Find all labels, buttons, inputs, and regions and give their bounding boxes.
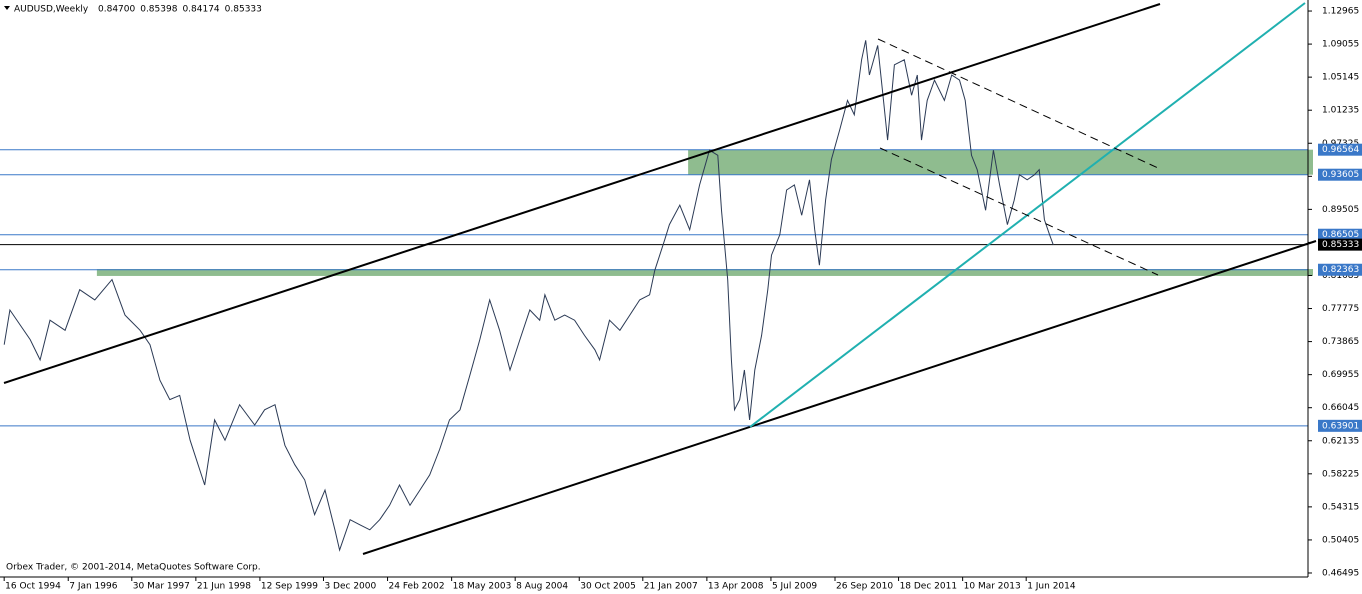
x-tick-label: 8 Aug 2004 — [516, 582, 568, 592]
zone — [96, 269, 1313, 276]
ohlc-value: 0.84700 — [98, 5, 135, 15]
level-label: 0.85333 — [1322, 240, 1359, 250]
level-label-box — [1318, 263, 1362, 276]
y-tick-label: 1.12965 — [1322, 7, 1359, 17]
x-tick-label: 26 Sep 2010 — [836, 582, 893, 592]
level-label: 0.63901 — [1322, 421, 1359, 431]
y-tick-label: 0.58225 — [1322, 469, 1359, 479]
y-tick-label: 0.46495 — [1322, 568, 1359, 578]
menu-arrow[interactable] — [4, 6, 10, 10]
zone — [688, 149, 1313, 175]
level-label: 0.86505 — [1322, 230, 1359, 240]
ohlc-value: 0.85333 — [225, 5, 262, 15]
y-tick-label: 0.50405 — [1322, 535, 1359, 545]
x-tick-label: 18 Dec 2011 — [900, 582, 958, 592]
level-label: 0.93605 — [1322, 170, 1359, 180]
level-label: 0.82363 — [1322, 265, 1359, 275]
x-tick-label: 3 Dec 2000 — [324, 582, 376, 592]
y-tick-label: 0.81685 — [1322, 271, 1359, 281]
y-tick-label: 1.09055 — [1322, 40, 1359, 50]
trend-line-dashed — [879, 147, 1159, 276]
y-tick-label: 0.66045 — [1322, 403, 1359, 413]
x-tick-label: 12 Sep 1999 — [261, 582, 318, 592]
x-tick-label: 30 Oct 2005 — [580, 582, 636, 592]
y-tick-label: 0.62135 — [1322, 436, 1359, 446]
price-line — [3, 40, 1054, 552]
x-tick-label: 24 Feb 2002 — [389, 582, 445, 592]
level-label-box — [1318, 228, 1362, 241]
level-label-box — [1318, 168, 1362, 181]
trend-line — [3, 3, 1161, 384]
ohlc-value: 0.84174 — [182, 5, 219, 15]
trend-line — [362, 240, 1317, 555]
x-tick-label: 5 Jul 2009 — [772, 582, 817, 592]
x-tick-label: 7 Jan 1996 — [69, 582, 117, 592]
level-label-box — [1318, 143, 1362, 156]
x-tick-label: 10 Mar 2013 — [964, 582, 1021, 592]
symbol-title: AUDUSD,Weekly — [14, 5, 89, 15]
x-tick-label: 13 Apr 2008 — [708, 582, 764, 592]
y-tick-label: 0.77775 — [1322, 304, 1359, 314]
x-tick-label: 30 Mar 1997 — [133, 582, 190, 592]
level-label-box — [1318, 419, 1362, 432]
x-tick-label: 21 Jun 1998 — [197, 582, 251, 592]
ohlc-value: 0.85398 — [140, 5, 177, 15]
footer: Orbex Trader, © 2001-2014, MetaQuotes So… — [6, 563, 261, 573]
y-tick-label: 0.73865 — [1322, 337, 1359, 347]
y-tick-label: 0.89505 — [1322, 205, 1359, 215]
x-tick-label: 16 Oct 1994 — [5, 582, 61, 592]
y-tick-label: 0.54315 — [1322, 502, 1359, 512]
y-tick-label: 1.01235 — [1322, 106, 1359, 116]
x-tick-label: 21 Jan 2007 — [644, 582, 698, 592]
level-label: 0.96564 — [1322, 145, 1359, 155]
y-tick-label: 0.69955 — [1322, 370, 1359, 380]
x-tick-label: 18 May 2003 — [453, 582, 512, 592]
y-tick-label: 1.05145 — [1322, 73, 1359, 83]
level-label-box — [1318, 238, 1362, 251]
x-tick-label: 1 Jun 2014 — [1027, 582, 1076, 592]
